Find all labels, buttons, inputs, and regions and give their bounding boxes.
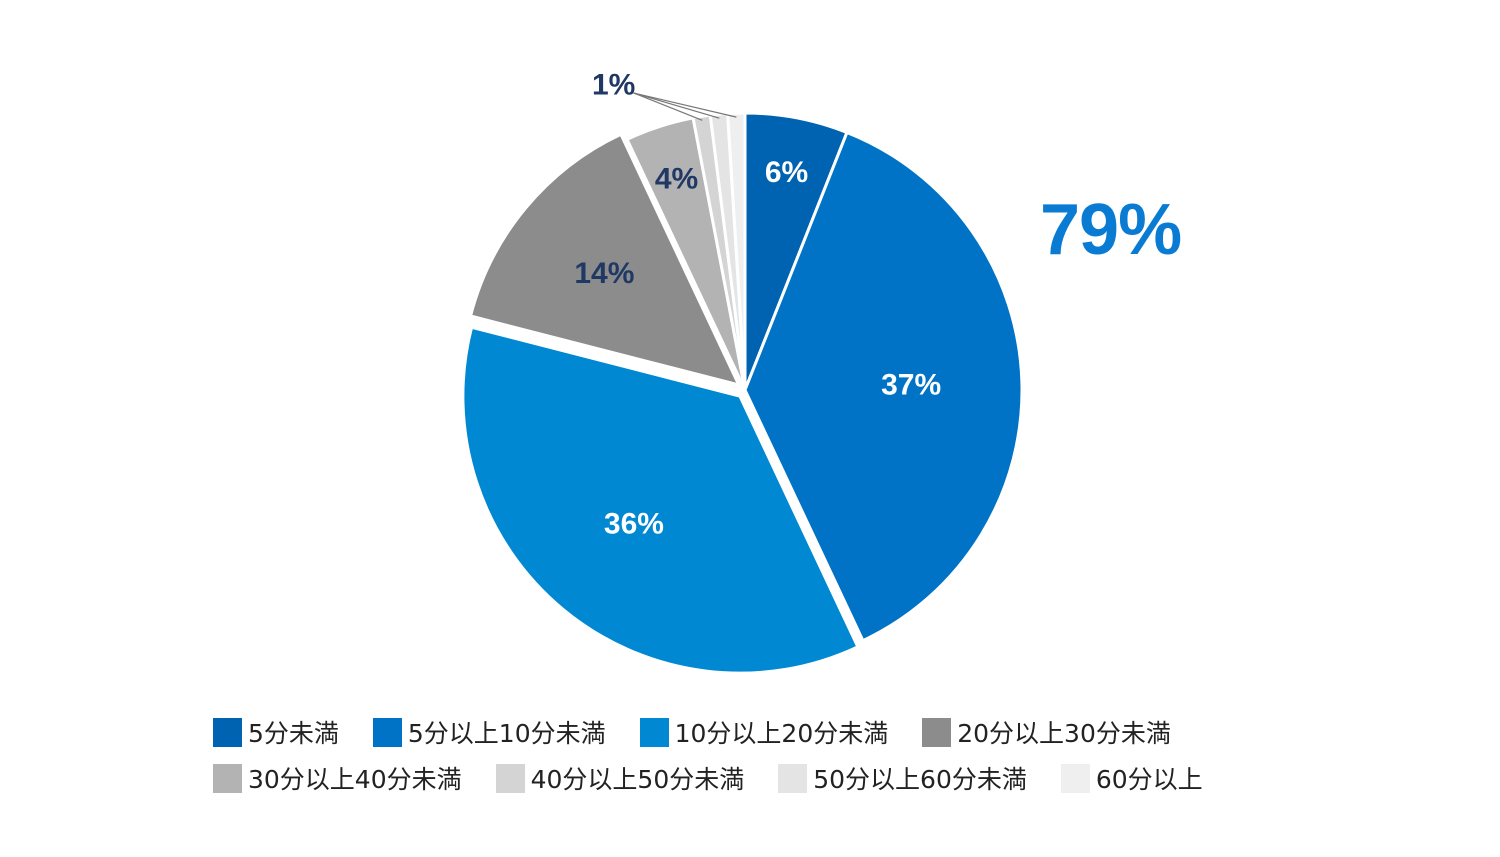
data-label-3: 36% [604,508,664,541]
leader-line-7 [633,92,720,119]
data-label-4: 14% [574,257,634,290]
pie-chart: 6% 37% 36% 14% 4% 1% [461,69,1024,675]
legend-swatch-6 [495,763,525,793]
legend-label-5: 30分以上40分未満 [248,765,462,794]
legend-label-6: 40分以上50分未満 [530,765,745,794]
legend-label-4: 20分以上30分未満 [957,719,1171,748]
pie-slice-4 [468,132,742,388]
legend-label-8: 60分以上 [1095,765,1203,794]
legend-label-7: 50分以上60分未満 [813,765,1027,794]
legend-label-2: 5分以上10分未満 [407,719,606,748]
legend-label-3: 10分以上20分未満 [674,719,889,748]
legend-item-5: 30分以上40分未満 [213,762,462,794]
data-label-6: 1% [592,69,635,102]
legend-swatch-7 [778,763,808,793]
legend-item-6: 40分以上50分未満 [495,762,745,794]
leader-line-6 [633,92,703,121]
legend-item-7: 50分以上60分未満 [778,762,1027,794]
pie-slice-8 [726,111,747,391]
legend-item-4: 20分以上30分未満 [922,716,1171,748]
data-label-2: 37% [881,368,941,401]
legend-swatch-2 [372,717,402,747]
pie-chart-area: 6% 37% 36% 14% 4% 1% 79% [461,69,1182,675]
data-label-5: 4% [655,163,698,196]
data-label-1: 6% [765,156,808,189]
legend-label-1: 5分未満 [248,719,339,748]
legend-swatch-5 [213,763,242,793]
pie-slice-2 [743,130,1024,643]
legend-item-3: 10分以上20分未満 [639,716,889,748]
legend-item-8: 60分以上 [1060,762,1203,794]
legend-swatch-4 [922,717,952,747]
highlight-total-label: 79% [1040,190,1182,270]
pie-slice-3 [461,325,860,675]
leader-line-8 [633,92,737,118]
legend-swatch-1 [213,717,242,747]
legend-swatch-8 [1060,763,1090,793]
legend-item-1: 5分未満 [213,716,339,748]
legend-item-2: 5分以上10分未満 [372,716,606,748]
legend-swatch-3 [639,717,669,747]
chart-legend: 5分未満 5分以上10分未満 10分以上20分未満 20分以上30分未満 30分以上40… [213,716,1293,794]
